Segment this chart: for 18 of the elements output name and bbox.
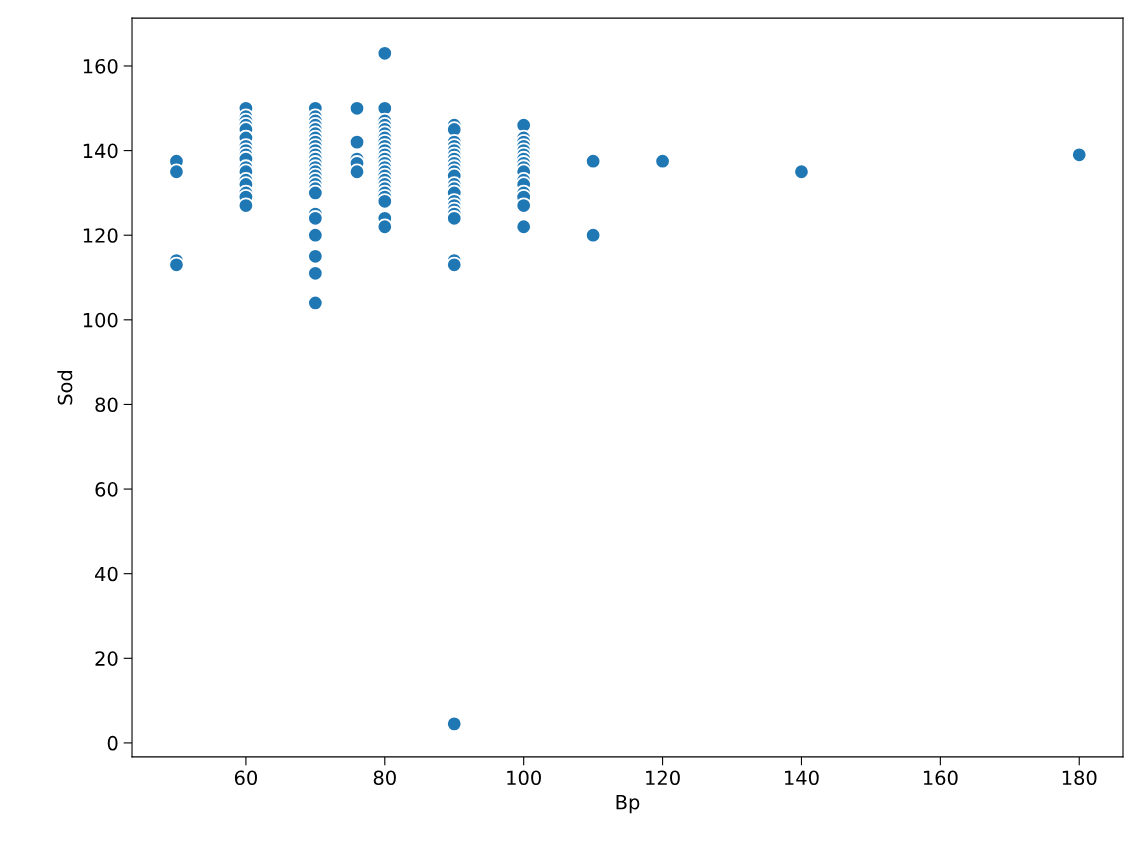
x-axis-title: Bp bbox=[616, 795, 640, 814]
y-axis-title: Sod bbox=[57, 371, 73, 405]
y-tick-label: 20 bbox=[95, 651, 118, 666]
x-tick-label: 160 bbox=[923, 770, 958, 786]
y-tick-label: 60 bbox=[95, 482, 118, 497]
x-tick-label: 140 bbox=[785, 770, 819, 786]
y-tick-label: 120 bbox=[83, 228, 118, 243]
y-tick-label: 40 bbox=[95, 566, 118, 582]
y-tick-label: 140 bbox=[83, 143, 118, 159]
x-tick-label: 180 bbox=[1062, 770, 1097, 786]
x-tick-label: 80 bbox=[373, 770, 396, 786]
x-tick-label: 60 bbox=[234, 770, 257, 786]
x-tick-label: 120 bbox=[646, 770, 680, 786]
y-tick-label: 100 bbox=[83, 312, 118, 328]
y-tick-label: 160 bbox=[83, 58, 118, 74]
y-tick-label: 0 bbox=[107, 735, 118, 751]
x-tick-label: 100 bbox=[507, 770, 541, 786]
y-tick-label: 80 bbox=[95, 397, 118, 413]
